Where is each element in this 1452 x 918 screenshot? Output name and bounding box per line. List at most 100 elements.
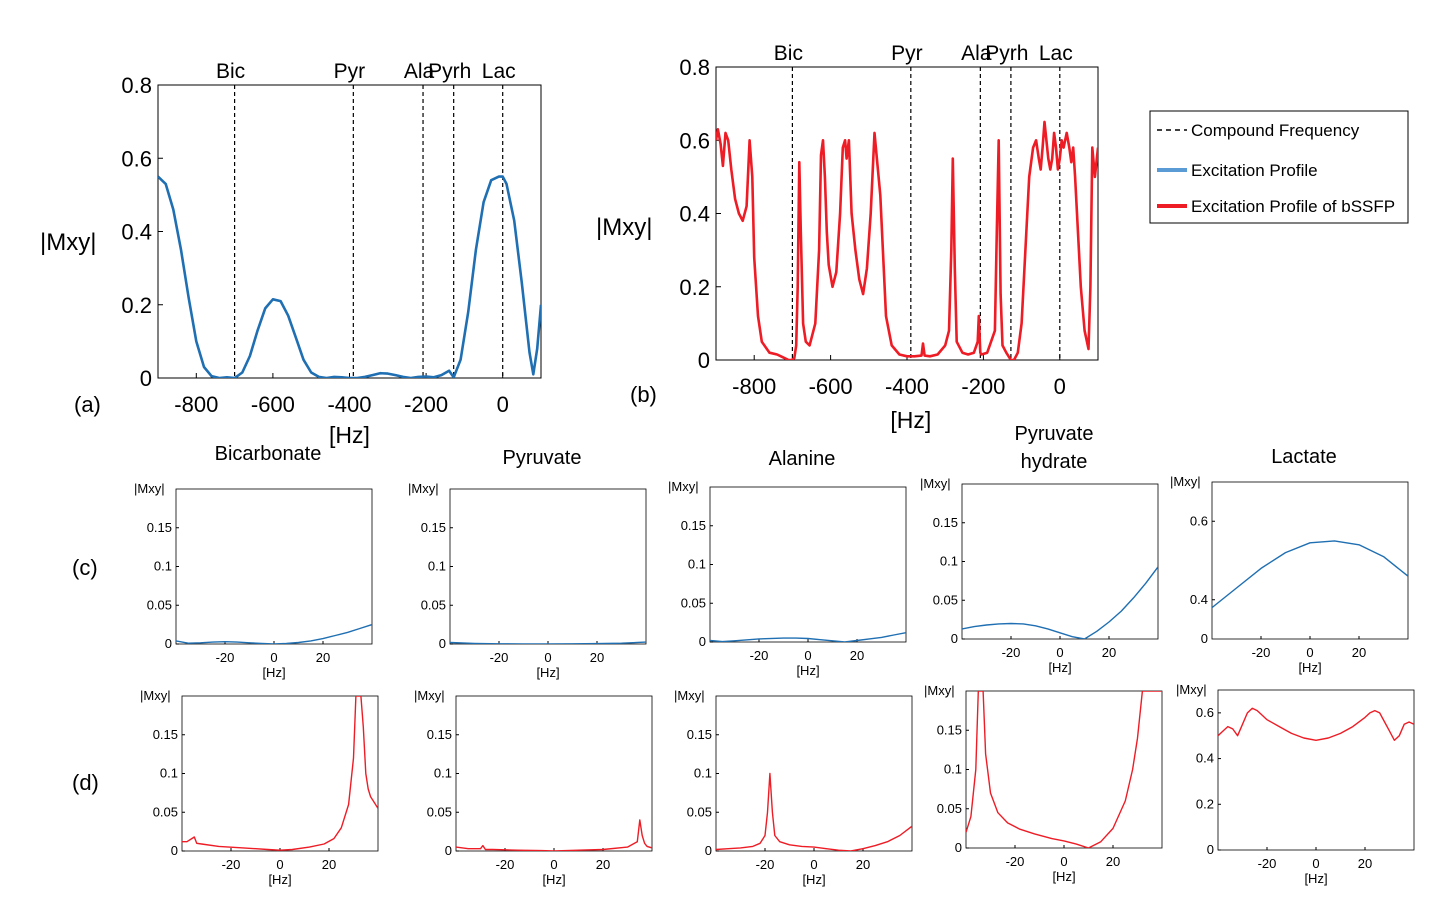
axes-frame: [1211, 481, 1409, 640]
axes-frame: [715, 66, 1099, 361]
x-tick-label: 0: [810, 857, 817, 872]
y-tick-label: 0: [705, 843, 712, 858]
y-tick-label: 0.1: [434, 766, 452, 781]
x-tick-label: 0: [1306, 645, 1313, 660]
compound-label: Ala: [404, 60, 435, 83]
legend: Compound Frequency Excitation Profile Ex…: [1149, 110, 1409, 224]
x-axis-label: [Hz]: [1298, 660, 1321, 675]
legend-label-bssfp: Excitation Profile of bSSFP: [1191, 197, 1395, 216]
x-tick-label: -20: [222, 857, 241, 872]
y-tick-label: 0.05: [681, 595, 706, 610]
y-tick-label: 0.05: [937, 801, 962, 816]
chart-title: Pyruvate: [503, 447, 582, 469]
x-axis-label: [Hz]: [796, 663, 819, 678]
x-tick-label: -20: [496, 857, 515, 872]
x-tick-label: 0: [1056, 645, 1063, 660]
y-tick-label: 0.15: [933, 515, 958, 530]
x-tick-label: 20: [596, 857, 610, 872]
compound-label: Pyrh: [985, 42, 1028, 65]
series-line: [710, 632, 906, 642]
x-axis-label: [Hz]: [536, 665, 559, 680]
y-tick-label: 0.1: [940, 554, 958, 569]
y-tick-label: 0.1: [154, 559, 172, 574]
y-tick-label: 0.05: [147, 597, 172, 612]
x-axis-label: [Hz]: [268, 872, 291, 887]
x-tick-label: 0: [276, 857, 283, 872]
y-tick-label: 0.05: [933, 592, 958, 607]
series-line: [716, 772, 912, 851]
row-label-c: (c): [72, 555, 98, 580]
chart-d4: 0 0.05 0.1 0.15 -20 0 20 |Mxy| [Hz]: [924, 683, 1163, 884]
y-tick-label: 0.2: [121, 293, 152, 318]
y-tick-label: 0.4: [679, 202, 710, 227]
x-tick-label: -800: [174, 392, 218, 417]
x-tick-label: 20: [1358, 856, 1372, 871]
chart-title: Alanine: [769, 448, 836, 470]
x-axis-label: [Hz]: [1048, 660, 1071, 675]
compound-label: Bic: [216, 60, 245, 83]
chart-c1: 0 0.05 0.1 0.15 -20 0 20 |Mxy| [Hz] Bicarbonate: [134, 443, 373, 680]
series-line: [182, 696, 378, 851]
x-tick-label: 20: [1102, 645, 1116, 660]
panels-c-d: 0 0.05 0.1 0.15 -20 0 20 |Mxy| [Hz] Bicarbonate 0 0…: [134, 423, 1415, 887]
y-tick-label: 0.05: [421, 597, 446, 612]
y-tick-label: 0.8: [679, 55, 710, 80]
axes-frame: [449, 488, 647, 645]
chart-c3: 0 0.05 0.1 0.15 -20 0 20 |Mxy| [Hz] Alanine: [668, 448, 907, 678]
row-label-d: (d): [72, 770, 99, 795]
axes-frame: [715, 695, 913, 852]
panel-label: (b): [630, 382, 657, 407]
compound-label: Bic: [774, 42, 803, 65]
y-tick-label: 0: [171, 843, 178, 858]
chart-d1: 0 0.05 0.1 0.15 -20 0 20 |Mxy| [Hz]: [140, 688, 379, 887]
y-tick-label: 0.15: [153, 727, 178, 742]
x-tick-label: 0: [544, 650, 551, 665]
y-tick-label: 0.6: [1196, 705, 1214, 720]
x-tick-label: 0: [550, 857, 557, 872]
chart-d3: 0 0.05 0.1 0.15 -20 0 20 |Mxy| [Hz]: [674, 688, 913, 887]
x-tick-label: 0: [804, 648, 811, 663]
x-tick-label: 20: [850, 648, 864, 663]
series-line: [1218, 707, 1414, 741]
x-axis-label: [Hz]: [890, 407, 931, 433]
x-tick-label: -600: [809, 374, 853, 399]
panel-label: (a): [74, 392, 101, 417]
x-tick-label: -600: [251, 392, 295, 417]
y-tick-label: 0: [165, 636, 172, 651]
x-tick-label: -20: [756, 857, 775, 872]
legend-label-excitation: Excitation Profile: [1191, 161, 1318, 180]
y-tick-label: 0.6: [1190, 513, 1208, 528]
y-axis-label: |Mxy|: [924, 683, 955, 698]
axes-frame: [157, 84, 542, 379]
y-tick-label: 0.4: [121, 220, 152, 245]
y-tick-label: 0: [439, 636, 446, 651]
y-tick-label: 0.05: [427, 804, 452, 819]
chart-title: Bicarbonate: [215, 443, 322, 465]
chart-b: 0 0.2 0.4 0.6 0.8 -800 -600 -400 -200 0 |Mxy| [Hz] (…: [596, 42, 1099, 433]
x-tick-label: -200: [961, 374, 1005, 399]
y-axis-label: |Mxy|: [40, 229, 96, 256]
x-axis-label: [Hz]: [1052, 869, 1075, 884]
y-tick-label: 0.1: [688, 557, 706, 572]
x-tick-label: 0: [1312, 856, 1319, 871]
series-line: [962, 566, 1158, 639]
x-tick-label: 20: [322, 857, 336, 872]
y-axis-label: |Mxy|: [920, 476, 951, 491]
y-axis-label: |Mxy|: [408, 481, 439, 496]
x-axis-label: [Hz]: [262, 665, 285, 680]
x-axis-label: [Hz]: [802, 872, 825, 887]
y-tick-label: 0.1: [428, 559, 446, 574]
y-tick-label: 0.15: [681, 518, 706, 533]
x-tick-label: -20: [1258, 856, 1277, 871]
axes-frame: [709, 486, 907, 643]
y-tick-label: 0: [445, 843, 452, 858]
x-tick-label: -20: [1002, 645, 1021, 660]
chart-d2: 0 0.05 0.1 0.15 -20 0 20 |Mxy| [Hz]: [414, 688, 653, 887]
y-tick-label: 0.8: [121, 73, 152, 98]
chart-a: 0 0.2 0.4 0.6 0.8 -800 -600 -400 -200 0 |Mxy| [Hz] (…: [40, 60, 542, 448]
series-line: [966, 691, 1162, 848]
series-line: [716, 120, 1098, 360]
y-tick-label: 0.6: [121, 146, 152, 171]
y-tick-label: 0.15: [147, 520, 172, 535]
